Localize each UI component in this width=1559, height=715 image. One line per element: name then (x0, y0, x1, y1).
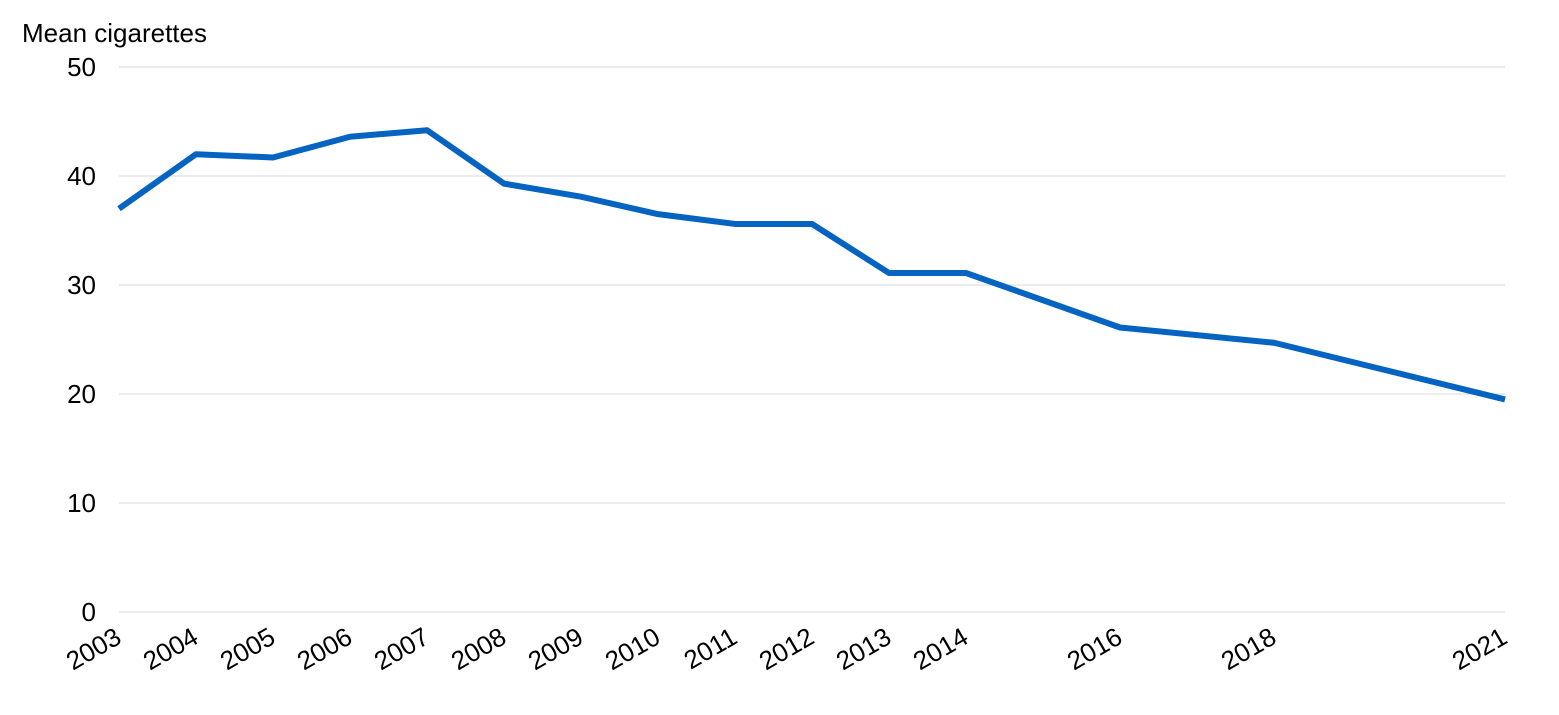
x-tick-label: 2018 (1216, 621, 1281, 676)
x-tick-label: 2011 (679, 621, 742, 675)
series-line-0 (117, 127, 1506, 403)
x-tick-label: 2003 (61, 621, 126, 676)
x-tick-label: 2005 (215, 621, 280, 676)
series-group (117, 127, 1506, 403)
grid-lines (119, 66, 1505, 613)
x-tick-label: 2014 (908, 621, 973, 676)
x-tick-label: 2004 (138, 621, 203, 676)
x-tick-label: 2021 (1447, 621, 1512, 676)
x-tick-label: 2012 (754, 621, 819, 676)
y-tick-label: 40 (67, 161, 96, 191)
x-tick-label: 2008 (446, 621, 511, 676)
x-tick-label: 2016 (1062, 621, 1127, 676)
x-tick-label: 2013 (831, 621, 896, 676)
x-tick-label: 2009 (523, 621, 588, 676)
y-tick-label: 50 (67, 52, 96, 82)
y-tick-label: 20 (67, 379, 96, 409)
y-axis-label: Mean cigarettes (22, 18, 207, 48)
y-tick-label: 0 (82, 597, 96, 627)
y-tick-label: 10 (67, 488, 96, 518)
x-tick-label: 2010 (600, 621, 665, 676)
y-tick-label: 30 (67, 270, 96, 300)
y-axis-ticks: 0 10 20 30 40 50 (67, 52, 96, 627)
x-axis-ticks: 2003 2004 2005 2006 2007 2008 2009 2010 2011 2012… (61, 621, 1512, 676)
x-tick-label: 2006 (292, 621, 357, 676)
x-tick-label: 2007 (369, 621, 434, 676)
